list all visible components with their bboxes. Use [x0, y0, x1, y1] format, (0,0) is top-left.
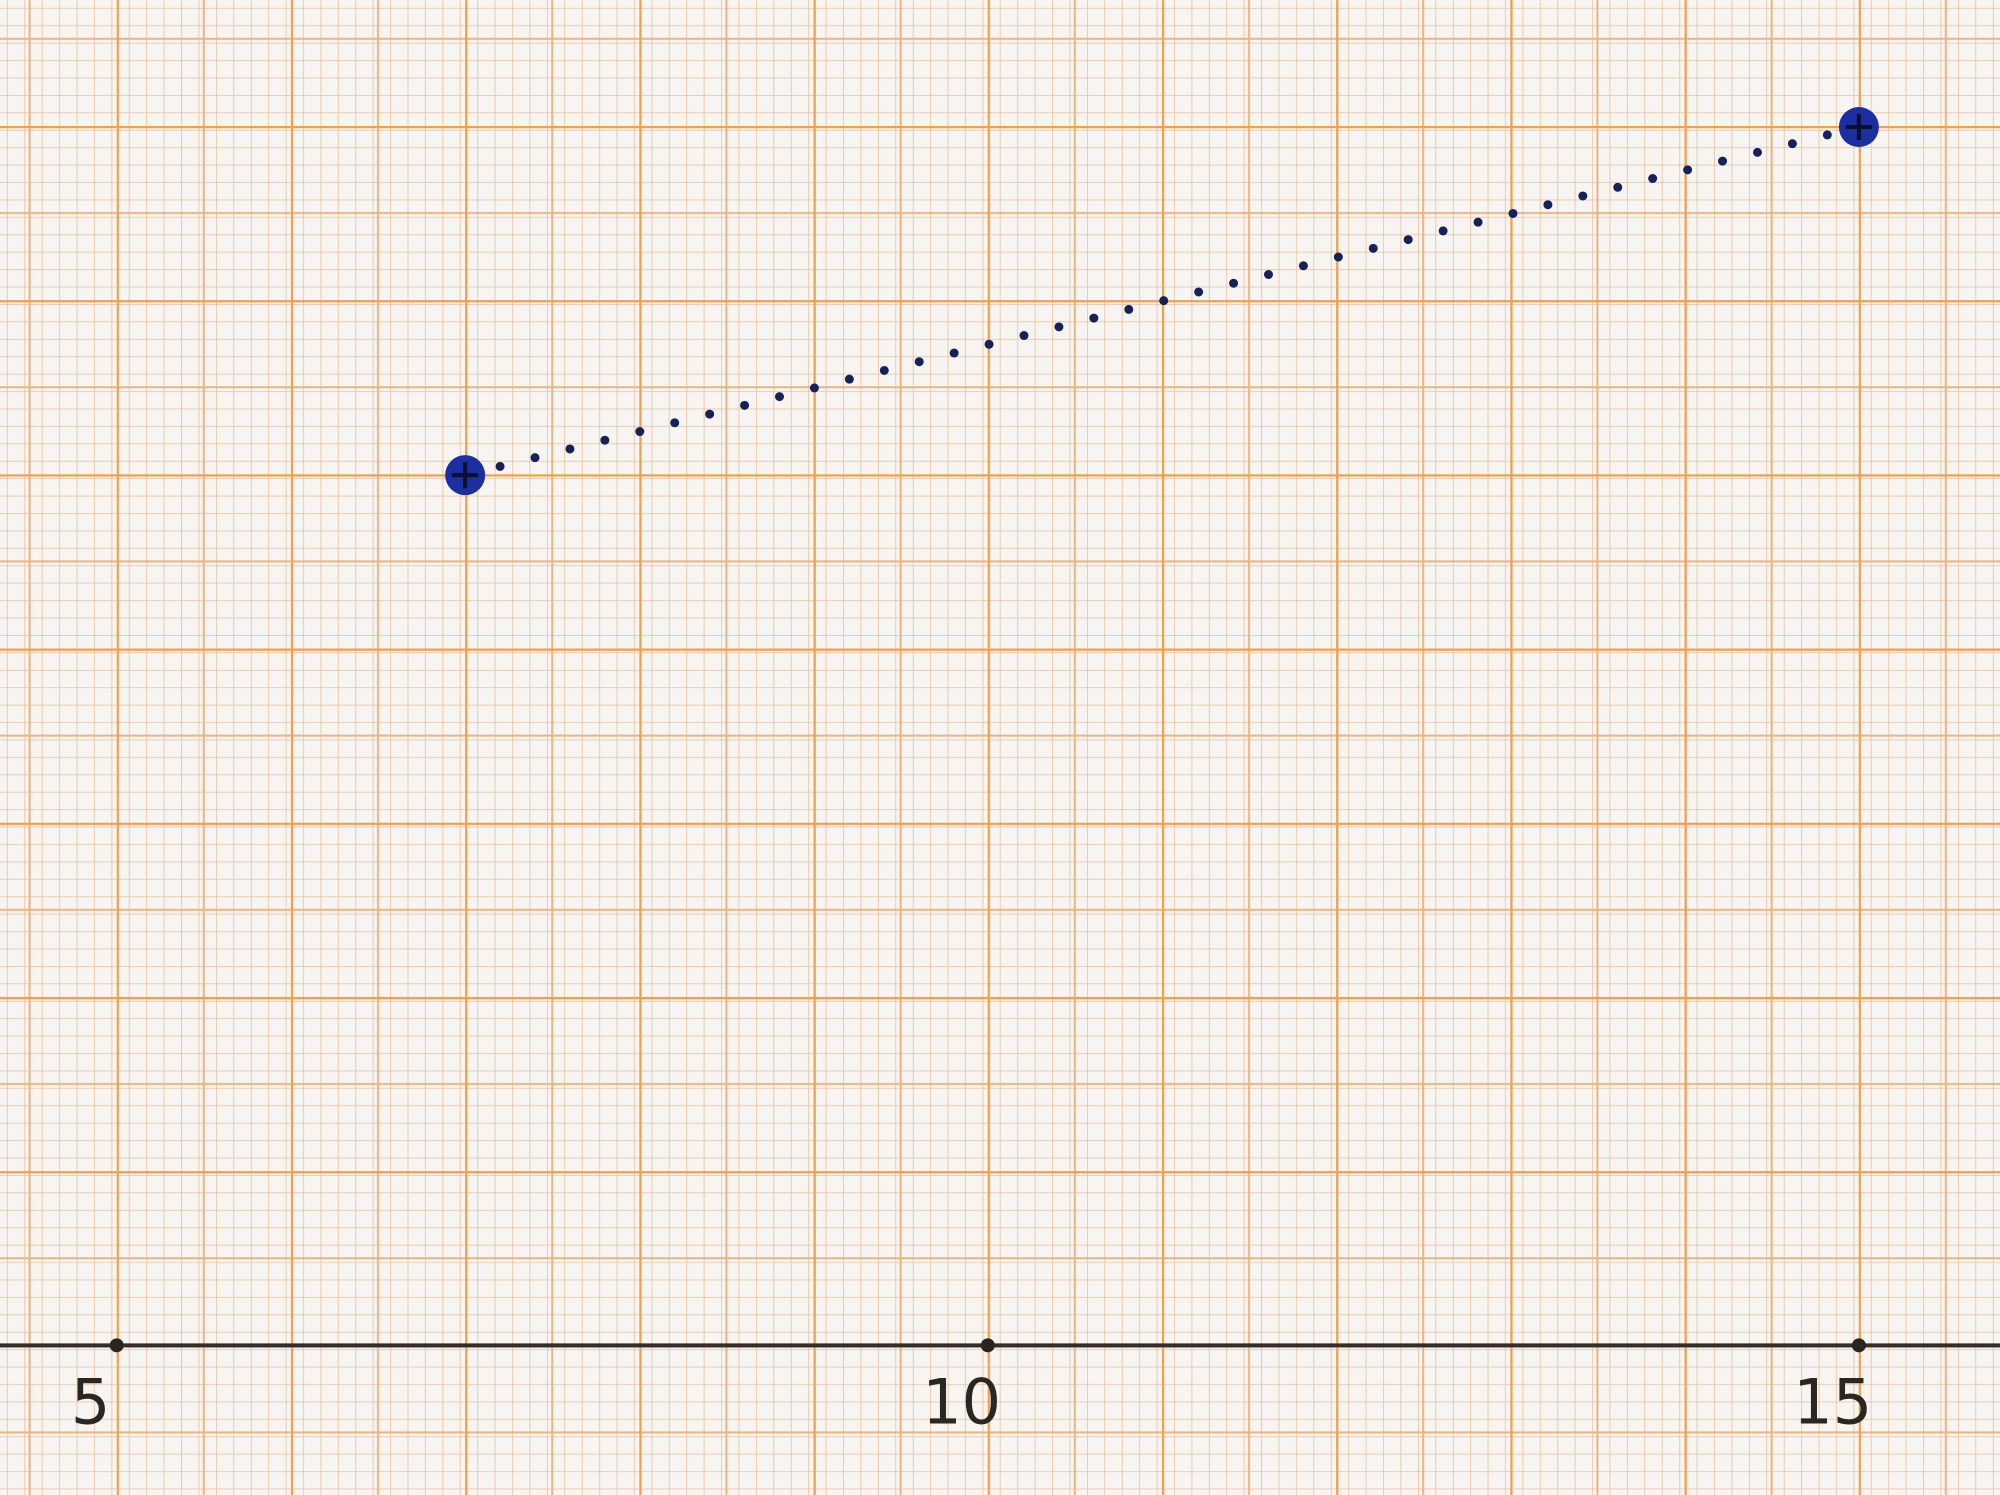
x-tick-label: 15: [1793, 1365, 1872, 1438]
data-line: [460, 122, 1864, 480]
x-tick-mark: [980, 1338, 995, 1353]
point-cross: [1845, 114, 1872, 141]
x-tick-label: 5: [71, 1365, 110, 1438]
x-tick-mark: [109, 1338, 124, 1353]
x-tick-mark: [1851, 1338, 1866, 1353]
x-tick-label: 10: [922, 1365, 1001, 1438]
point-cross: [452, 462, 479, 489]
